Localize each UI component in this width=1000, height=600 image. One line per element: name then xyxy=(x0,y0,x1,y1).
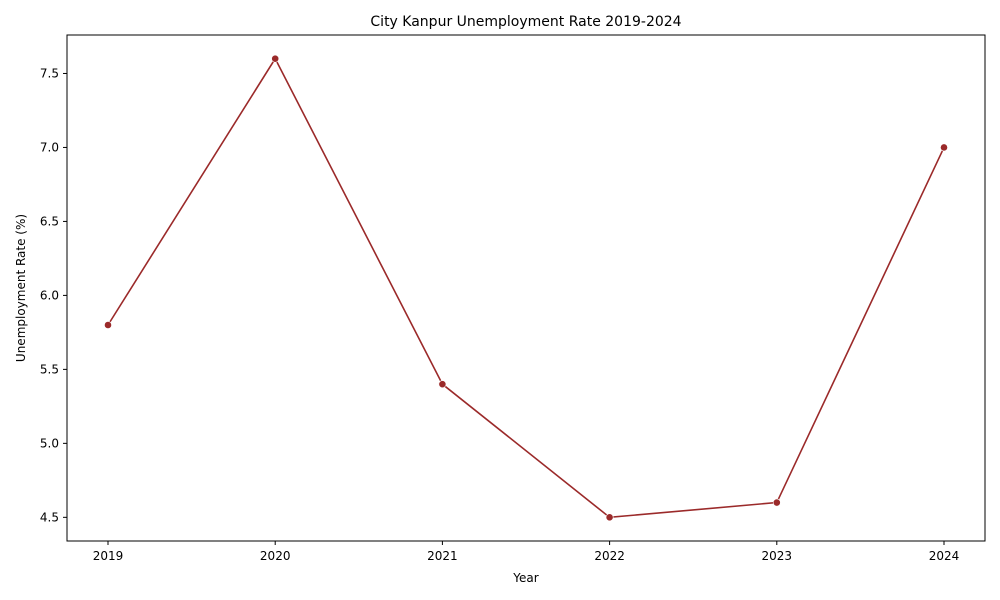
series-line xyxy=(107,57,945,519)
chart-title: City Kanpur Unemployment Rate 2019-2024 xyxy=(370,14,681,30)
data-point xyxy=(104,321,112,329)
series-group xyxy=(104,54,948,522)
data-point xyxy=(271,54,280,63)
y-tick-label: 6.5 xyxy=(40,214,59,228)
x-tick-label: 2022 xyxy=(594,549,625,563)
data-point xyxy=(438,380,447,389)
y-tick-label: 4.5 xyxy=(40,510,59,524)
x-tick-label: 2024 xyxy=(929,549,960,563)
x-tick-label: 2021 xyxy=(427,549,458,563)
x-tick-label: 2023 xyxy=(762,549,793,563)
y-tick-label: 7.5 xyxy=(40,66,59,80)
plot-frame xyxy=(66,34,986,542)
y-tick-label: 7.0 xyxy=(40,140,59,154)
plot-area xyxy=(66,34,986,542)
y-axis-label: Unemployment Rate (%) xyxy=(14,214,28,362)
y-tick-label: 6.0 xyxy=(40,288,59,302)
y-tick-label: 5.0 xyxy=(40,436,59,450)
y-tick-label: 5.5 xyxy=(40,362,59,376)
data-point xyxy=(605,513,614,522)
y-axis: 4.5 5.0 5.5 6.0 6.5 7.0 7.5 xyxy=(40,66,67,524)
x-axis: 2019 2020 2021 2022 2023 2024 xyxy=(93,541,960,563)
data-point xyxy=(772,498,781,507)
x-tick-label: 2019 xyxy=(93,549,124,563)
data-point xyxy=(940,143,948,152)
x-tick-label: 2020 xyxy=(260,549,291,563)
x-axis-label: Year xyxy=(512,571,538,585)
